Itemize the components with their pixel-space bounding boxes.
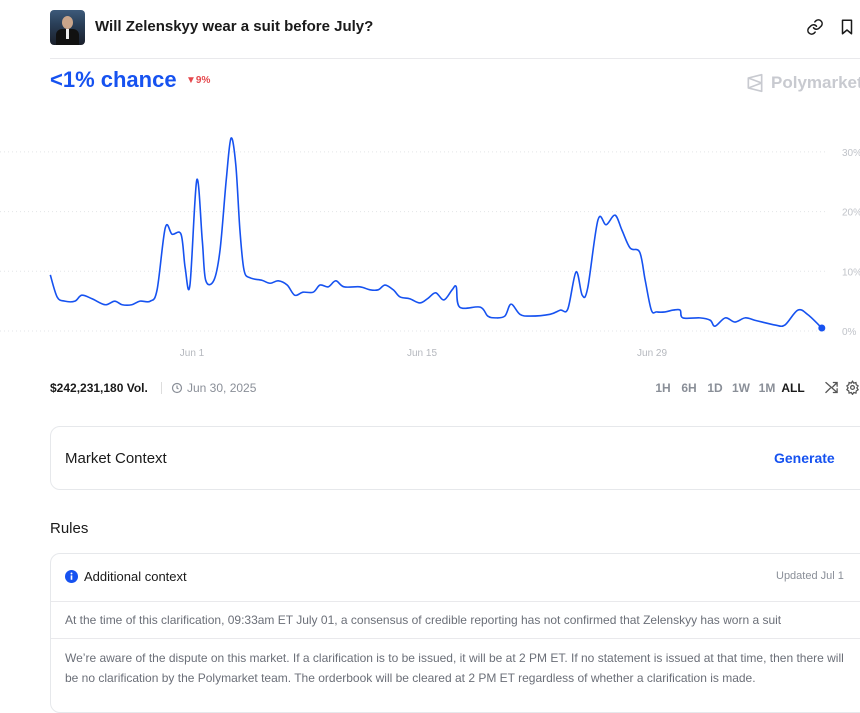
market-context-title: Market Context bbox=[65, 450, 167, 467]
x-tick-label: Jun 1 bbox=[180, 348, 205, 359]
price-chart[interactable]: 0% 10% 20% 30% Jun 1 Jun 15 Jun 29 bbox=[0, 100, 860, 365]
x-tick-label: Jun 15 bbox=[407, 348, 437, 359]
settings-gear-icon[interactable] bbox=[845, 380, 860, 400]
x-tick-label: Jun 29 bbox=[637, 348, 667, 359]
generate-button[interactable]: Generate bbox=[774, 450, 835, 466]
range-6h[interactable]: 6H bbox=[681, 381, 697, 395]
current-price-dot bbox=[818, 324, 826, 332]
market-title: Will Zelenskyy wear a suit before July? bbox=[95, 18, 374, 35]
clarification-text: At the time of this clarification, 09:33… bbox=[65, 613, 782, 627]
link-icon[interactable] bbox=[806, 18, 824, 36]
y-tick-label: 20% bbox=[842, 208, 860, 219]
range-1m[interactable]: 1M bbox=[758, 381, 776, 395]
market-context-card bbox=[50, 426, 860, 490]
range-1h[interactable]: 1H bbox=[655, 381, 671, 395]
volume: $242,231,180 Vol. bbox=[50, 381, 148, 395]
chance-value: <1% chance bbox=[50, 67, 177, 92]
clock-icon bbox=[171, 382, 183, 394]
y-tick-label: 10% bbox=[842, 267, 860, 278]
rules-heading: Rules bbox=[50, 520, 89, 537]
shuffle-icon[interactable] bbox=[824, 380, 839, 400]
y-tick-label: 0% bbox=[842, 327, 857, 338]
bookmark-icon[interactable] bbox=[838, 18, 856, 36]
info-icon bbox=[65, 570, 78, 583]
polymarket-watermark: Polymarket bbox=[745, 73, 860, 93]
updated-date: Updated Jul 1 bbox=[776, 570, 844, 582]
triangle-down-icon: ▼ bbox=[186, 75, 196, 86]
range-1d[interactable]: 1D bbox=[707, 381, 723, 395]
range-all[interactable]: ALL bbox=[781, 381, 805, 395]
market-thumbnail bbox=[50, 10, 85, 45]
y-tick-label: 30% bbox=[842, 148, 860, 159]
divider bbox=[51, 601, 860, 602]
additional-context-header: Additional context bbox=[65, 569, 187, 584]
dispute-text: We’re aware of the dispute on this marke… bbox=[65, 651, 844, 685]
header-divider bbox=[50, 58, 860, 59]
polymarket-logo-icon bbox=[747, 73, 763, 93]
end-date: Jun 30, 2025 bbox=[171, 381, 256, 395]
time-range-selector: 1H 6H 1D 1W 1M ALL bbox=[650, 381, 806, 395]
divider bbox=[51, 638, 860, 639]
stats-separator bbox=[161, 382, 162, 394]
chance-delta: ▼9% bbox=[186, 75, 211, 86]
range-1w[interactable]: 1W bbox=[732, 381, 750, 395]
price-line bbox=[49, 137, 823, 329]
